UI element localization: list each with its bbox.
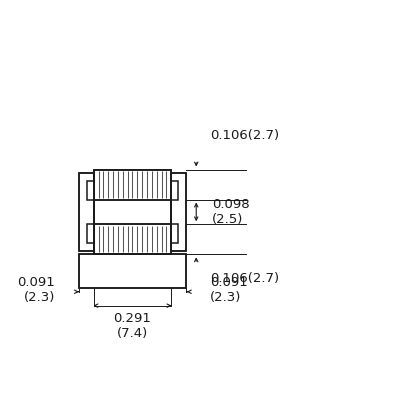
Text: 0.091
(2.3): 0.091 (2.3) — [210, 276, 248, 304]
Bar — [79, 254, 186, 288]
Bar — [171, 173, 186, 251]
Bar — [171, 180, 178, 200]
Text: 0.106(2.7): 0.106(2.7) — [210, 129, 279, 142]
Text: 0.098
(2.5): 0.098 (2.5) — [212, 198, 250, 226]
Bar — [171, 224, 178, 243]
Bar — [94, 224, 171, 254]
Bar — [79, 254, 186, 288]
Bar — [79, 173, 94, 251]
Bar — [87, 224, 94, 243]
Bar — [94, 170, 171, 200]
Bar — [94, 224, 171, 254]
Bar — [94, 170, 171, 254]
Bar — [87, 180, 94, 200]
Text: 0.291
(7.4): 0.291 (7.4) — [114, 312, 152, 340]
Text: 0.091
(2.3): 0.091 (2.3) — [17, 276, 55, 304]
Text: 0.106(2.7): 0.106(2.7) — [210, 272, 279, 285]
Bar — [171, 173, 186, 251]
Bar — [94, 170, 171, 200]
Bar — [79, 173, 94, 251]
